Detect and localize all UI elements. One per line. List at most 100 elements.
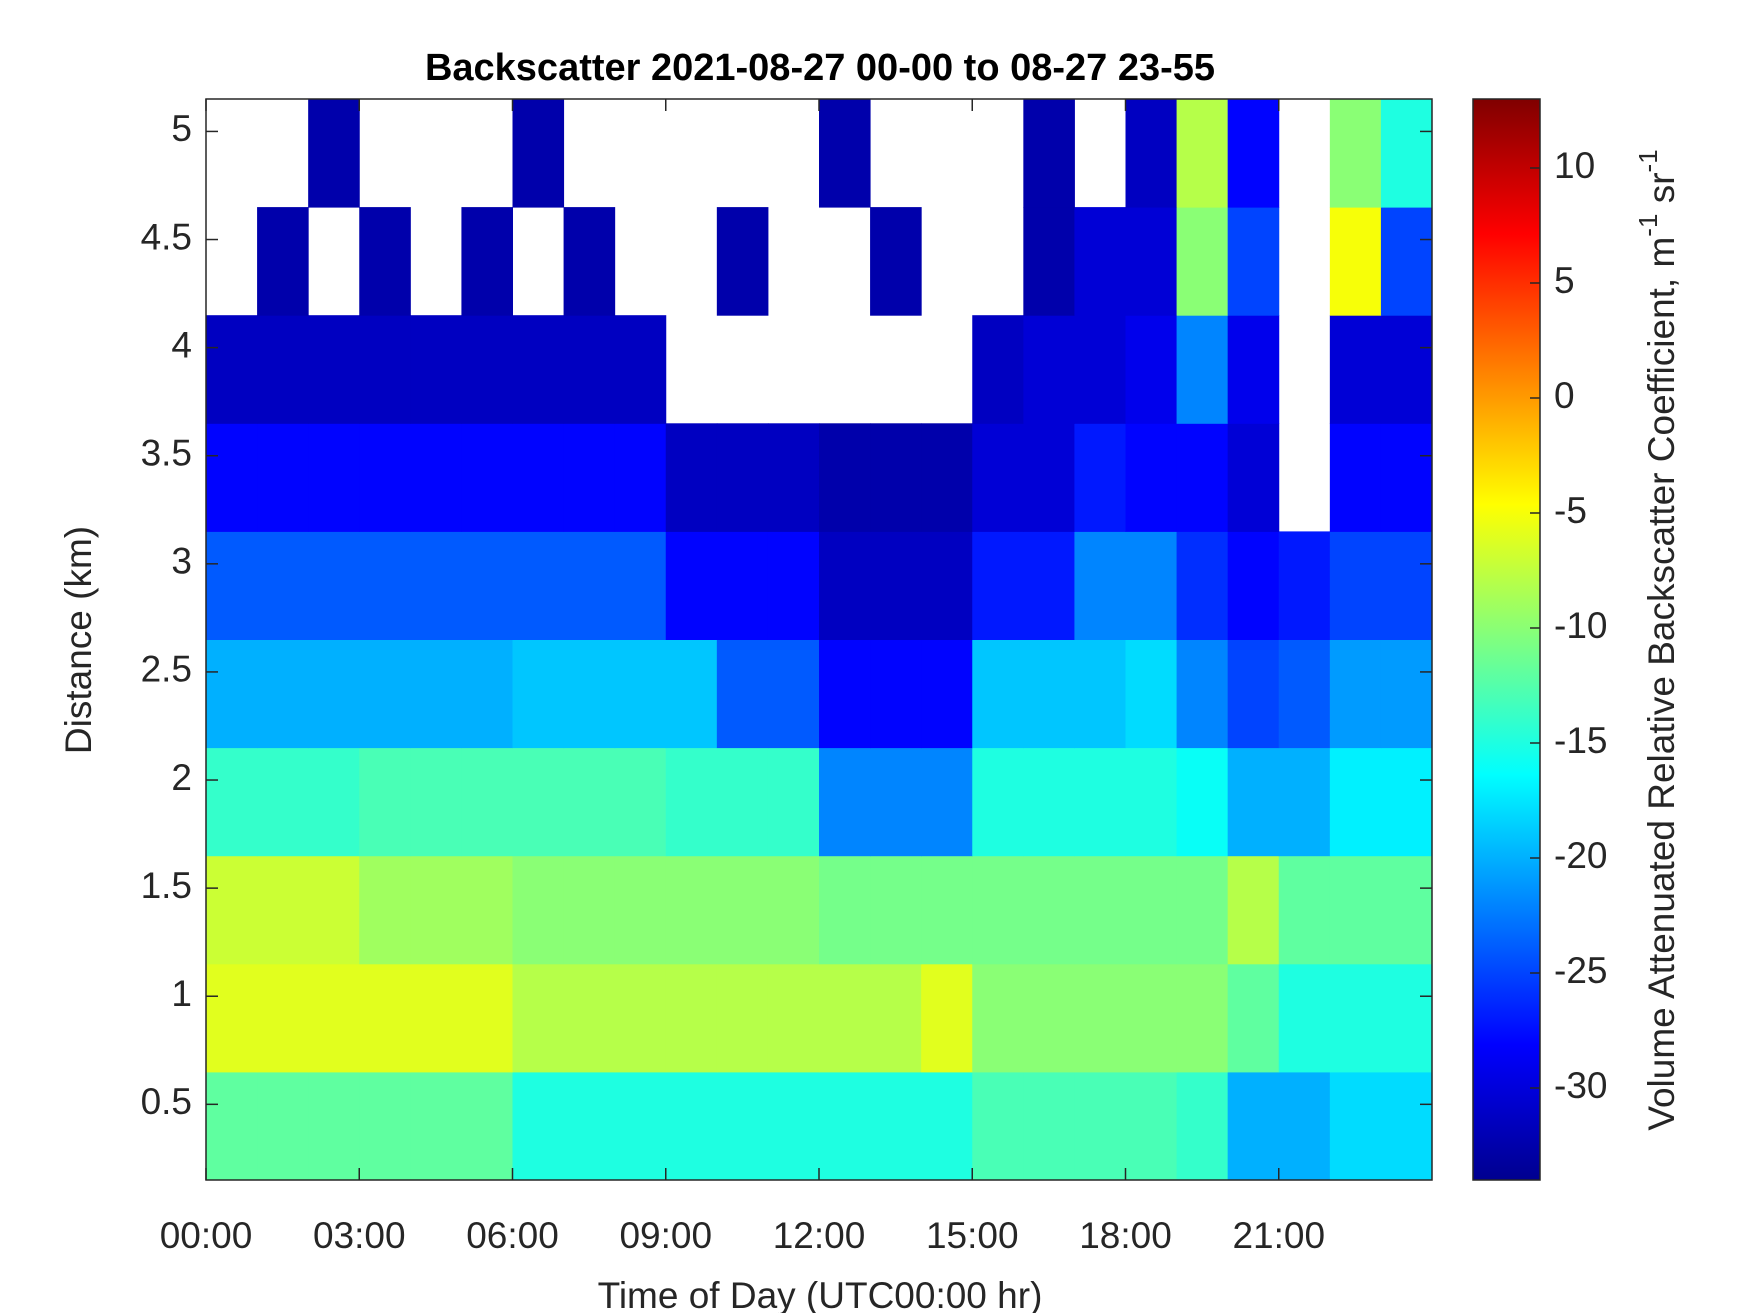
heatmap-cell [614,531,667,640]
heatmap-cell [410,423,462,532]
heatmap-cell [206,531,258,640]
heatmap-cell [563,963,616,1073]
heatmap-cell [257,963,309,1073]
heatmap-cell [359,423,411,532]
heatmap-cell [614,963,667,1073]
heatmap-cell [1380,963,1433,1073]
heatmap-cell [512,423,565,532]
heatmap-cell [716,531,769,640]
heatmap-cell [308,639,360,749]
heatmap-cell [921,639,973,749]
heatmap-cell [1023,315,1075,424]
heatmap-cell [921,1071,973,1181]
heatmap-cell [1278,963,1331,1073]
colorbar-label-part: -1 [1633,214,1663,237]
y-tick-label: 2.5 [141,649,192,690]
heatmap-cell [870,531,922,640]
heatmap-cell [308,315,360,424]
colorbar-tick-label: -15 [1554,720,1607,761]
heatmap-cell [972,963,1024,1073]
heatmap-cell [614,639,667,749]
heatmap-cell [1380,99,1433,208]
colorbar-tick-label: 5 [1554,260,1575,301]
colorbar-label-part: -1 [1633,149,1663,172]
heatmap-cell [461,423,513,532]
colorbar-tick-label: 10 [1554,145,1595,186]
y-tick-label: 4 [171,324,192,365]
heatmap-cell [819,1071,871,1181]
heatmap-cell [1074,531,1126,640]
heatmap-cell [767,1071,820,1181]
heatmap-cell [359,315,411,424]
heatmap-cell [1176,963,1229,1073]
heatmap-cell [461,639,513,749]
heatmap-cell [767,963,820,1073]
y-tick-label: 1.5 [141,865,192,906]
heatmap-cell [716,963,769,1073]
heatmap-cell [1380,747,1433,857]
heatmap-cell [665,1071,718,1181]
heatmap-cell [1227,1071,1280,1181]
heatmap-cell [461,315,513,424]
heatmap-cell [1227,99,1280,208]
x-tick-label: 06:00 [466,1215,559,1256]
heatmap-cell [1176,1071,1229,1181]
y-tick-label: 1 [171,973,192,1014]
heatmap-cell [972,531,1024,640]
heatmap-cell [563,855,616,965]
heatmap-cell [206,423,258,532]
heatmap-cell [972,423,1024,532]
heatmap-cell [206,1071,258,1181]
heatmap-cell [257,1071,309,1181]
heatmap-cell [1125,1071,1178,1181]
heatmap-cell [1329,531,1382,640]
colorbar-tick-label: -5 [1554,490,1587,531]
y-tick-label: 3.5 [141,433,192,474]
heatmap-cell [206,747,258,857]
heatmap-cell [1176,747,1229,857]
heatmap-cell [359,855,411,965]
heatmap-cell [359,747,411,857]
heatmap-cell [1074,1071,1126,1181]
heatmap-cell [1278,747,1331,857]
heatmap-cell [716,1071,769,1181]
heatmap-cell [716,423,769,532]
x-axis-label: Time of Day (UTC00:00 hr) [598,1275,1043,1313]
heatmap-cell [308,99,360,208]
heatmap-cell [1176,855,1229,965]
heatmap-cell [257,207,309,316]
heatmap-cell [614,747,667,857]
y-tick-label: 5 [171,108,192,149]
heatmap-cell [716,747,769,857]
heatmap-cell [1227,315,1280,424]
colorbar [1472,98,1541,1181]
colorbar-label: Volume Attenuated Relative Backscatter C… [1633,149,1682,1130]
heatmap [206,99,1433,1181]
heatmap-cell [308,531,360,640]
heatmap-cell [1329,315,1382,424]
heatmap-cell [921,531,973,640]
heatmap-cell [308,423,360,532]
heatmap-cell [563,639,616,749]
heatmap-cell [410,531,462,640]
heatmap-cell [563,531,616,640]
heatmap-cell [921,423,973,532]
heatmap-cell [972,747,1024,857]
heatmap-cell [1074,855,1126,965]
heatmap-cell [1329,207,1382,316]
colorbar-tick-label: -30 [1554,1065,1607,1106]
heatmap-cell [512,531,565,640]
heatmap-cell [767,639,820,749]
heatmap-cell [614,855,667,965]
heatmap-cell [410,855,462,965]
heatmap-cell [563,207,616,316]
heatmap-cell [1380,207,1433,316]
heatmap-cell [819,747,871,857]
heatmap-cell [665,855,718,965]
heatmap-cell [1278,1071,1331,1181]
y-axis-label: Distance (km) [58,526,99,754]
heatmap-cell [512,315,565,424]
heatmap-cell [1176,423,1229,532]
heatmap-cell [257,855,309,965]
